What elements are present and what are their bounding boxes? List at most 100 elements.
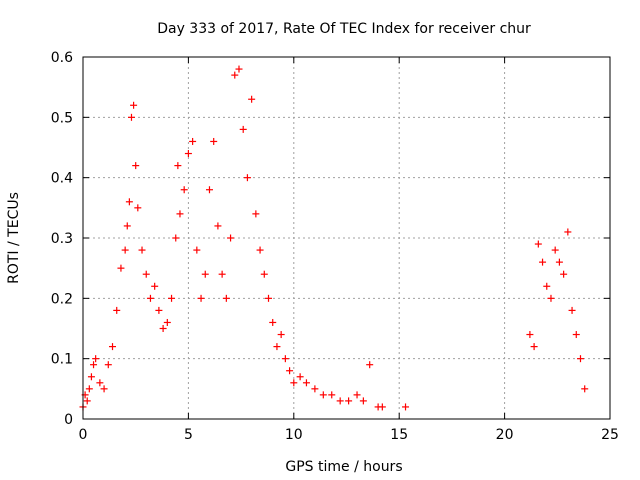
y-axis-label: ROTI / TECUs xyxy=(6,192,22,284)
data-point xyxy=(146,294,154,302)
data-point xyxy=(555,258,563,266)
data-point xyxy=(189,137,197,145)
data-point xyxy=(530,343,538,351)
data-point xyxy=(359,397,367,405)
chart-title: Day 333 of 2017, Rate Of TEC Index for r… xyxy=(157,21,531,37)
data-point xyxy=(260,270,268,278)
data-point xyxy=(402,403,410,411)
data-point xyxy=(142,270,150,278)
y-tick-label: 0 xyxy=(64,412,73,428)
x-tick-label: 10 xyxy=(285,427,303,443)
data-point xyxy=(572,331,580,339)
data-point xyxy=(113,306,121,314)
axis-ticks: 0 5 10 15 20 25 0 0.1 0.2 0.3 0.4 0.5 0.6 xyxy=(51,50,619,443)
data-point xyxy=(96,379,104,387)
y-tick-label: 0.2 xyxy=(51,291,73,307)
data-point xyxy=(581,385,589,393)
data-point xyxy=(576,355,584,363)
x-axis-label: GPS time / hours xyxy=(285,459,402,475)
y-tick-label: 0.1 xyxy=(51,352,73,368)
data-point xyxy=(90,361,98,369)
data-point xyxy=(277,331,285,339)
data-point xyxy=(168,294,176,302)
data-point xyxy=(543,282,551,290)
data-points xyxy=(79,65,589,411)
data-point xyxy=(104,361,112,369)
data-point xyxy=(564,228,572,236)
data-point xyxy=(243,174,251,182)
data-point xyxy=(214,222,222,230)
data-point xyxy=(547,294,555,302)
data-point xyxy=(130,101,138,109)
data-point xyxy=(252,210,260,218)
data-point xyxy=(560,270,568,278)
data-point xyxy=(290,379,298,387)
data-point xyxy=(85,385,93,393)
x-tick-label: 15 xyxy=(390,427,408,443)
data-point xyxy=(366,361,374,369)
data-point xyxy=(345,397,353,405)
data-point xyxy=(273,343,281,351)
data-point xyxy=(134,204,142,212)
x-tick-label: 20 xyxy=(496,427,514,443)
data-point xyxy=(269,318,277,326)
data-point xyxy=(184,150,192,158)
data-point xyxy=(132,162,140,170)
data-point xyxy=(218,270,226,278)
grid-lines xyxy=(83,57,610,419)
data-point xyxy=(296,373,304,381)
data-point xyxy=(87,373,95,381)
data-point xyxy=(353,391,361,399)
plot-frame xyxy=(82,56,611,420)
data-point xyxy=(172,234,180,242)
data-point xyxy=(281,355,289,363)
data-point xyxy=(138,246,146,254)
data-point xyxy=(534,240,542,248)
data-point xyxy=(193,246,201,254)
data-point xyxy=(227,234,235,242)
data-point xyxy=(159,325,167,332)
y-tick-label: 0.3 xyxy=(51,231,73,247)
y-tick-label: 0.5 xyxy=(51,110,73,126)
data-point xyxy=(201,270,209,278)
data-point xyxy=(163,318,171,326)
x-tick-label: 25 xyxy=(601,427,619,443)
data-point xyxy=(526,331,534,339)
data-point xyxy=(539,258,547,266)
data-point xyxy=(265,294,273,302)
data-point xyxy=(151,282,159,290)
data-point xyxy=(286,367,294,375)
data-point xyxy=(239,125,247,133)
data-point xyxy=(551,246,559,254)
data-point xyxy=(568,306,576,314)
data-point xyxy=(336,397,344,405)
data-point xyxy=(117,264,125,272)
data-point xyxy=(248,95,256,103)
data-point xyxy=(176,210,184,218)
data-point xyxy=(125,198,133,206)
data-point xyxy=(222,294,230,302)
data-point xyxy=(256,246,264,254)
data-point xyxy=(83,397,91,405)
data-point xyxy=(127,113,135,121)
data-point xyxy=(197,294,205,302)
x-tick-label: 0 xyxy=(79,427,88,443)
data-point xyxy=(123,222,131,230)
data-point xyxy=(180,186,188,194)
data-point xyxy=(302,379,310,387)
y-tick-label: 0.4 xyxy=(51,171,73,187)
data-point xyxy=(235,65,243,73)
data-point xyxy=(155,306,163,314)
y-tick-label: 0.6 xyxy=(51,50,73,66)
data-point xyxy=(121,246,129,254)
data-point xyxy=(210,137,218,145)
x-tick-label: 5 xyxy=(184,427,193,443)
data-point xyxy=(311,385,319,393)
data-point xyxy=(378,403,386,411)
data-point xyxy=(174,162,182,170)
data-point xyxy=(319,391,327,399)
data-point xyxy=(231,71,239,79)
data-point xyxy=(100,385,108,393)
